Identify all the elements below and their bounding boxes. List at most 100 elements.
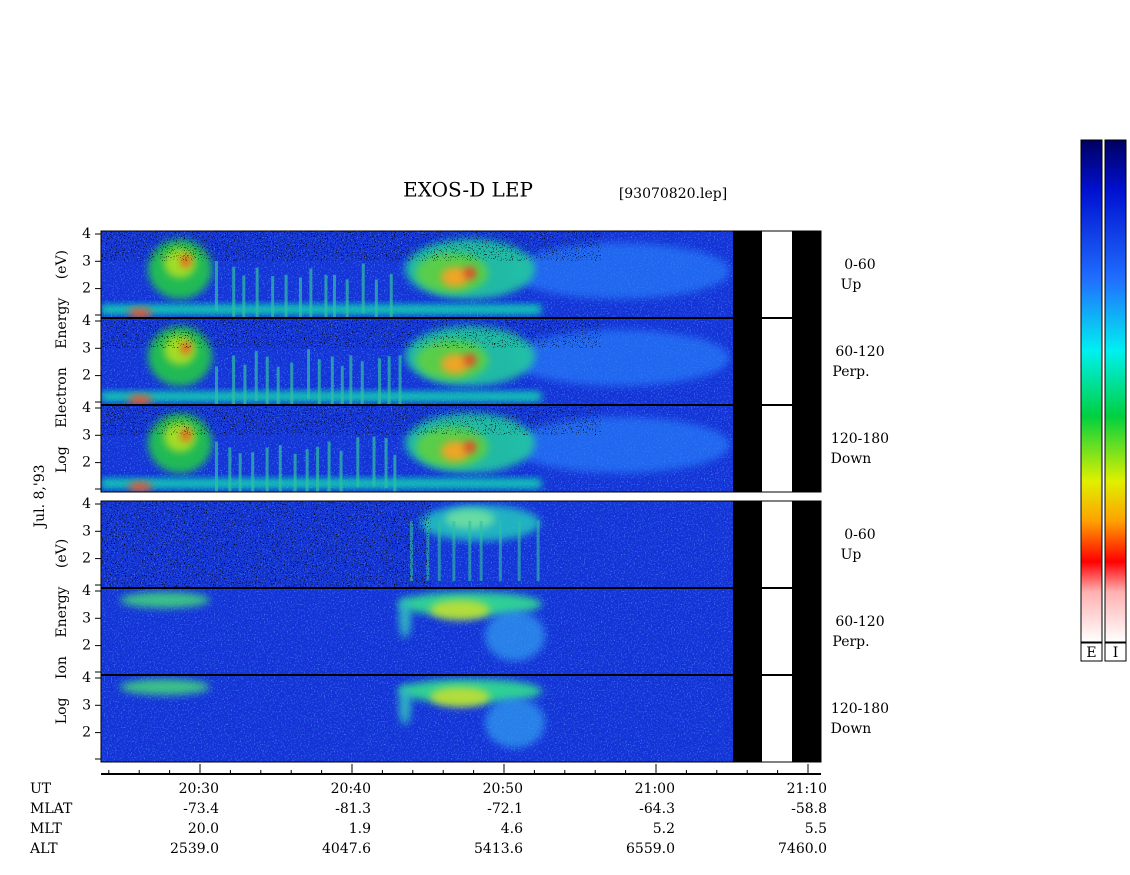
spectrogram-feature bbox=[215, 441, 218, 492]
y-tick-label: 3 bbox=[82, 610, 91, 626]
spectrogram-feature bbox=[372, 436, 376, 487]
ephemeris-value: -58.8 bbox=[791, 801, 827, 817]
spectrogram-feature bbox=[128, 395, 152, 405]
spectrogram-feature bbox=[398, 355, 402, 405]
spectrogram-feature bbox=[464, 267, 476, 279]
spectrogram-feature bbox=[485, 611, 545, 661]
spectrogram-feature bbox=[479, 521, 483, 581]
block-label: Log Electron Energy (eV) bbox=[54, 250, 70, 473]
row-label: MLT bbox=[30, 821, 62, 837]
ephemeris-value: 6559.0 bbox=[626, 841, 675, 857]
spectrogram-feature bbox=[399, 598, 411, 638]
black-gap bbox=[733, 318, 762, 405]
spectrogram-feature bbox=[399, 685, 411, 725]
black-gap bbox=[733, 501, 762, 588]
title: EXOS-D LEP bbox=[403, 178, 533, 202]
spectrogram-feature bbox=[452, 521, 456, 581]
spectrogram-feature bbox=[101, 392, 541, 401]
ephemeris-value: 7460.0 bbox=[778, 841, 827, 857]
spectrogram-feature bbox=[265, 447, 269, 492]
black-gap bbox=[792, 405, 821, 492]
spectrogram bbox=[101, 318, 733, 405]
spectrogram bbox=[101, 675, 733, 762]
spectrogram-feature bbox=[345, 279, 349, 318]
noise-specks bbox=[101, 405, 601, 435]
x-tick-label: 21:00 bbox=[635, 781, 675, 797]
row-label: MLAT bbox=[30, 801, 73, 817]
y-tick-label: 4 bbox=[82, 583, 91, 599]
spectrogram-feature bbox=[332, 274, 336, 318]
y-tick-label: 3 bbox=[82, 697, 91, 713]
spectrogram-feature bbox=[536, 521, 540, 581]
spectrogram-feature bbox=[215, 366, 218, 405]
spectrogram-feature bbox=[340, 366, 344, 405]
spectrogram-feature bbox=[228, 447, 232, 492]
ephemeris-value: -72.1 bbox=[487, 801, 523, 817]
ephemeris-value: -81.3 bbox=[335, 801, 371, 817]
noise-specks bbox=[101, 318, 601, 348]
spectrogram-feature bbox=[309, 268, 313, 318]
spectrogram bbox=[101, 405, 733, 492]
black-gap bbox=[733, 231, 762, 318]
y-tick-label: 3 bbox=[82, 253, 91, 269]
spectrogram-feature bbox=[327, 441, 331, 492]
black-gap bbox=[792, 231, 821, 318]
spectrogram-feature bbox=[330, 356, 334, 405]
block-label: Log Ion Energy (eV) bbox=[54, 539, 70, 724]
black-gap bbox=[733, 588, 762, 675]
spectrogram-feature bbox=[215, 261, 218, 312]
spectrogram-feature bbox=[441, 354, 469, 374]
ephemeris-value: 2539.0 bbox=[170, 841, 219, 857]
pitch-label: 0-60 bbox=[844, 527, 875, 543]
y-tick-label: 2 bbox=[82, 638, 91, 654]
spectrogram-feature bbox=[374, 279, 378, 318]
spectrogram-feature bbox=[324, 274, 328, 318]
spectrogram-feature bbox=[290, 362, 294, 405]
y-tick-label: 4 bbox=[82, 313, 91, 329]
spectrogram-feature bbox=[128, 482, 152, 492]
spectrogram-feature bbox=[243, 364, 247, 405]
direction-label: Up bbox=[841, 277, 862, 293]
y-tick-label: 2 bbox=[82, 725, 91, 741]
x-tick-label: 21:10 bbox=[787, 781, 827, 797]
row-label: UT bbox=[30, 781, 52, 797]
ephemeris-value: 5.5 bbox=[805, 821, 827, 837]
spectrogram-feature bbox=[498, 521, 502, 581]
spectrogram-feature bbox=[464, 354, 476, 366]
pitch-label: 60-120 bbox=[835, 614, 884, 630]
pitch-label: 0-60 bbox=[844, 257, 875, 273]
x-tick-label: 20:40 bbox=[331, 781, 371, 797]
ephemeris-value: 5.2 bbox=[653, 821, 675, 837]
colorbar-label: I bbox=[1113, 645, 1119, 661]
ephemeris-value: 20.0 bbox=[188, 821, 219, 837]
black-gap bbox=[792, 588, 821, 675]
black-gap bbox=[792, 501, 821, 588]
pitch-label: 120-180 bbox=[831, 431, 889, 447]
y-tick-label: 2 bbox=[82, 551, 91, 567]
block-frame bbox=[100, 230, 822, 493]
spectrogram-feature bbox=[387, 356, 391, 405]
spectrogram-feature bbox=[255, 267, 259, 318]
y-tick-label: 3 bbox=[82, 427, 91, 443]
spectrogram-feature bbox=[349, 355, 353, 405]
spectrogram-feature bbox=[317, 359, 321, 405]
spectrogram-feature bbox=[430, 687, 490, 707]
pitch-label: 60-120 bbox=[835, 344, 884, 360]
noise-specks bbox=[101, 501, 431, 588]
spectrogram-feature bbox=[384, 438, 388, 489]
spectrogram-feature bbox=[307, 349, 311, 400]
spectrogram-feature bbox=[517, 521, 521, 581]
spectrogram-feature bbox=[464, 441, 476, 453]
spectrogram-feature bbox=[293, 453, 297, 492]
spectrogram-feature bbox=[437, 521, 441, 581]
spectrogram-feature bbox=[339, 450, 343, 492]
y-tick-label: 3 bbox=[82, 523, 91, 539]
date-label: Jul. 8,'93 bbox=[32, 464, 48, 529]
spectrogram-feature bbox=[254, 351, 258, 402]
ephemeris-value: -64.3 bbox=[639, 801, 675, 817]
y-tick-label: 3 bbox=[82, 340, 91, 356]
noise-specks bbox=[101, 231, 601, 261]
